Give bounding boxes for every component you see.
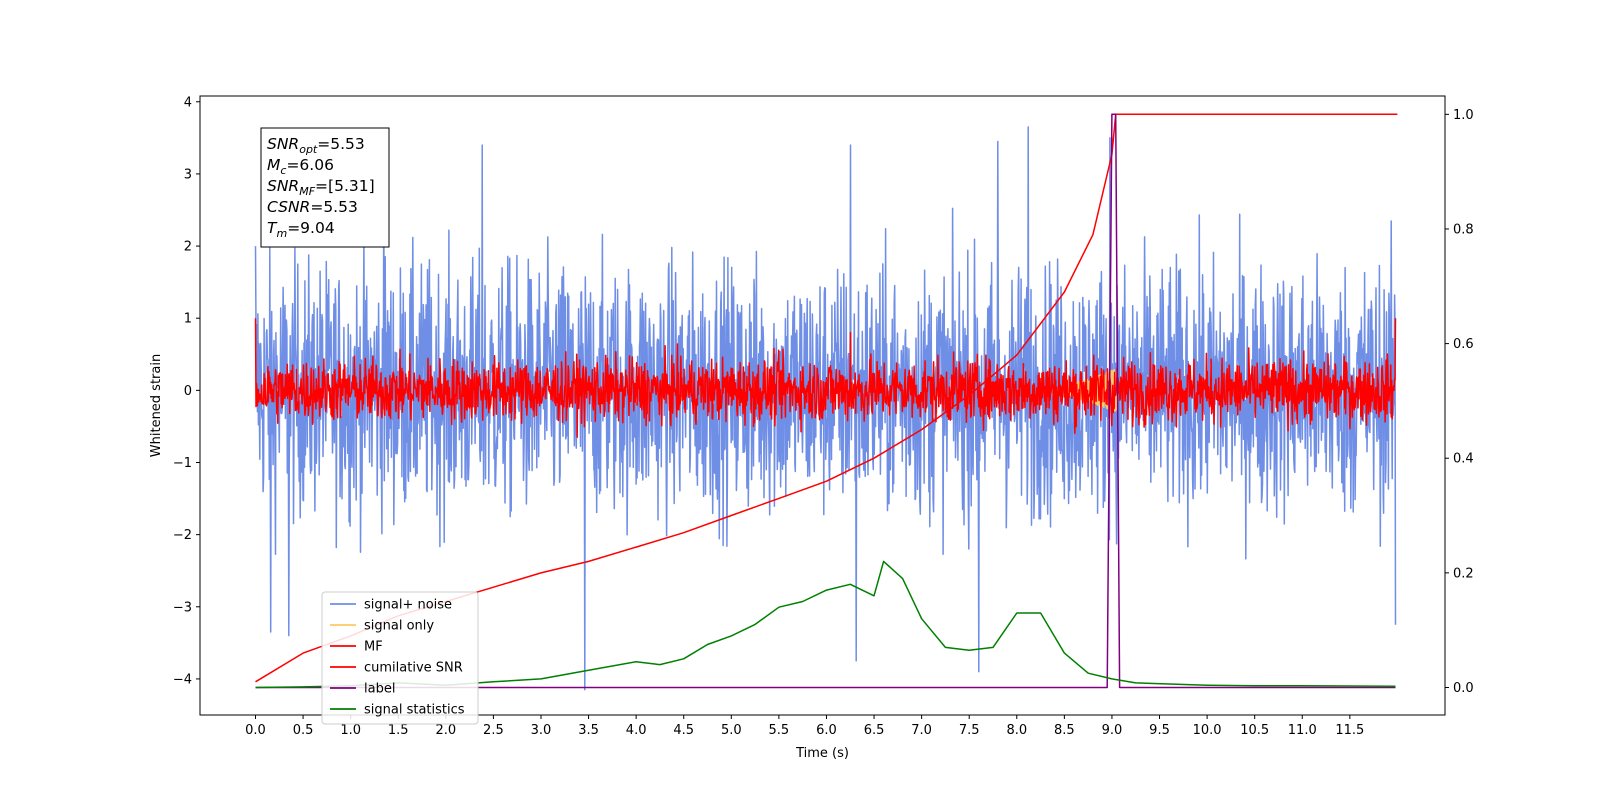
x-tick-label: 8.5	[1054, 723, 1075, 738]
y-tick-label: 1	[184, 312, 192, 327]
x-tick-label: 1.5	[388, 723, 409, 738]
legend-label-signal-noise: signal+ noise	[364, 598, 452, 613]
y-tick-label: −3	[173, 600, 192, 615]
x-tick-label: 0.0	[245, 723, 266, 738]
x-tick-label: 5.0	[721, 723, 742, 738]
y-tick-label: −1	[173, 456, 192, 471]
y-tick-label: 2	[184, 240, 192, 255]
legend: signal+ noise signal only MF cumilative SNR…	[321, 591, 479, 725]
info-line: Tm=9.04	[267, 219, 335, 240]
x-tick-label: 4.5	[673, 723, 694, 738]
x-tick-label: 2.0	[435, 723, 456, 738]
x-tick-label: 10.0	[1193, 723, 1222, 738]
info-line: CSNR=5.53	[267, 198, 358, 216]
y-tick-label: −2	[173, 528, 192, 543]
y2-tick-label: 1.0	[1453, 108, 1474, 123]
y-tick-label: 4	[184, 95, 192, 110]
x-tick-label: 2.5	[483, 723, 504, 738]
legend-label-mf: MF	[364, 640, 383, 655]
y2-tick-label: 0.8	[1453, 222, 1474, 237]
x-tick-label: 7.5	[959, 723, 980, 738]
x-tick-label: 9.0	[1102, 723, 1123, 738]
x-tick-label: 7.0	[911, 723, 932, 738]
legend-label-cumilative-snr: cumilative SNR	[364, 661, 463, 676]
info-box-frame	[260, 127, 390, 248]
legend-label-label: label	[364, 682, 395, 697]
x-tick-label: 6.0	[816, 723, 837, 738]
x-tick-label: 3.0	[531, 723, 552, 738]
x-axis-label: Time (s)	[795, 746, 849, 761]
y-tick-label: 0	[184, 384, 192, 399]
y2-tick-label: 0.2	[1453, 566, 1474, 581]
series-line-label	[255, 113, 1396, 689]
info-line: SNRopt=5.53	[267, 135, 365, 156]
x-tick-label: 1.0	[340, 723, 361, 738]
x-tick-label: 0.5	[293, 723, 314, 738]
y-axis-label: Whitened strain	[149, 354, 164, 457]
info-line: Mc=6.06	[267, 156, 334, 177]
x-tick-label: 3.5	[578, 723, 599, 738]
x-tick-label: 8.0	[1006, 723, 1027, 738]
y2-tick-label: 0.4	[1453, 452, 1474, 467]
legend-label-signal-only: signal only	[364, 619, 434, 634]
x-tick-label: 10.5	[1240, 723, 1269, 738]
series-line-signal-noise	[254, 126, 1397, 691]
plot-frame	[199, 95, 1446, 716]
y2-tick-label: 0.6	[1453, 337, 1474, 352]
y-tick-label: −4	[173, 672, 192, 687]
x-tick-label: 6.5	[864, 723, 885, 738]
info-line: SNRMF=[5.31]	[267, 177, 375, 198]
axes: 0.0 0.5 1.0 1.5 2.0 2.5 3.0 3.5 4.0 4.5 5.0 5.5 6.0 6…	[173, 95, 1474, 738]
legend-label-signal-statistics: signal statistics	[364, 703, 465, 718]
series-line-mf	[254, 318, 1397, 438]
x-tick-label: 11.5	[1335, 723, 1364, 738]
series-line-signal-statistics	[255, 560, 1396, 689]
x-tick-label: 5.5	[769, 723, 790, 738]
y-tick-label: 3	[184, 167, 192, 182]
y2-tick-label: 0.0	[1453, 681, 1474, 696]
legend-frame	[321, 591, 479, 725]
x-tick-label: 9.5	[1149, 723, 1170, 738]
x-tick-label: 4.0	[626, 723, 647, 738]
x-tick-label: 11.0	[1288, 723, 1317, 738]
